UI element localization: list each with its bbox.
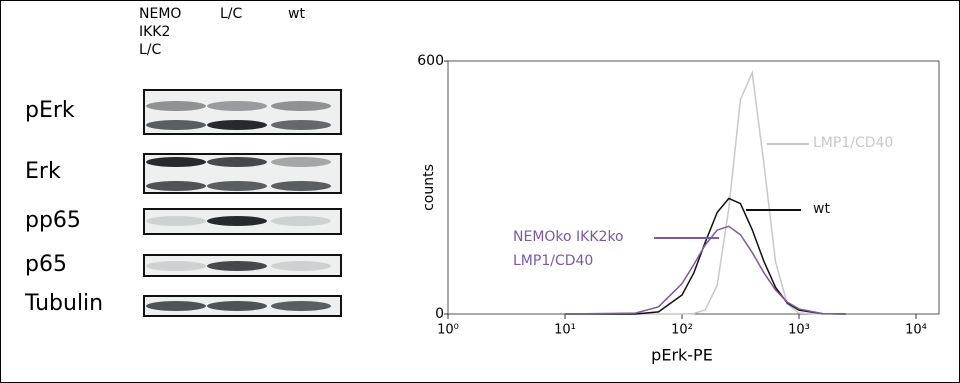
blot-band [146, 101, 206, 111]
blot-band [146, 157, 206, 167]
x-tick-label: 10⁴ [905, 323, 927, 338]
blot-band [146, 301, 206, 311]
row-label: Tubulin [25, 291, 103, 316]
x-tick-label: 10² [671, 323, 693, 338]
blot-band [207, 301, 267, 311]
series-label: LMP1/CD40 [813, 131, 893, 155]
row-label: pErk [25, 98, 75, 123]
x-tick-label: 10¹ [554, 323, 576, 338]
x-axis-label: pErk-PE [651, 346, 713, 365]
x-tick-label: 10⁰ [437, 323, 459, 338]
blot-band [207, 216, 267, 226]
blot-band [271, 157, 331, 167]
blot-band [271, 301, 331, 311]
blot-band [146, 181, 206, 191]
blot-band [146, 120, 206, 130]
histogram-line [565, 73, 846, 314]
lane-label: NEMO IKK2 L/C [139, 5, 189, 59]
y-axis-label: counts [421, 164, 437, 211]
lane-label: L/C [220, 5, 242, 23]
plot-frame [448, 61, 939, 314]
blot-band [271, 216, 331, 226]
y-tick-label: 600 [417, 53, 444, 69]
lane-label: wt [288, 5, 305, 23]
blot-band [207, 181, 267, 191]
blot-band [207, 261, 267, 271]
blot-band [207, 157, 267, 167]
blot-band [146, 216, 206, 226]
blot-band [146, 261, 206, 271]
row-label: Erk [25, 159, 61, 184]
y-tick-label: 0 [435, 306, 444, 322]
blot-band [271, 261, 331, 271]
row-label: p65 [25, 252, 67, 277]
series-label: NEMOko IKK2ko LMP1/CD40 [513, 225, 653, 273]
blot-band [207, 120, 267, 130]
blot-band [271, 120, 331, 130]
blot-band [271, 181, 331, 191]
row-label: pp65 [25, 208, 81, 233]
blot-band [271, 101, 331, 111]
series-label: wt [813, 197, 830, 221]
x-tick-label: 10³ [788, 323, 810, 338]
blot-band [207, 101, 267, 111]
figure: 10⁰ 10¹ 10² 10³ 10⁴ 0 600 pErk-PE counts NEMO IK… [0, 0, 960, 383]
